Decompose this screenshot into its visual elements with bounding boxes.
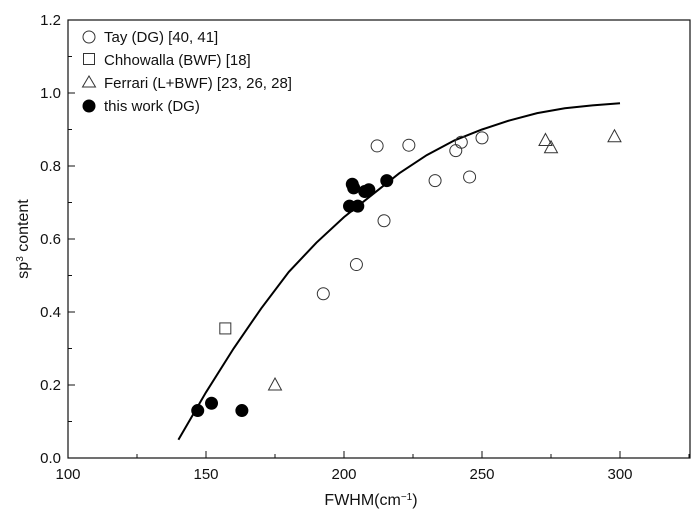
data-point-open-triangle [543,139,559,154]
data-point-open-circle [428,174,442,188]
data-marks [191,128,622,418]
y-tick-label: 0.0 [40,450,61,467]
y-tick-label: 0.4 [40,304,61,321]
data-point-open-circle [316,287,330,301]
data-point-open-triangle [607,128,622,143]
legend-label-tay: Tay (DG) [40, 41] [104,29,218,46]
x-tick-label: 100 [55,466,80,483]
legend-marker-chhowalla [83,53,95,65]
data-point-filled-circle [351,199,365,213]
data-point-open-triangle [538,132,553,146]
y-axis-title: sp3 content [15,199,33,279]
data-point-filled-circle [380,174,394,188]
data-point-open-circle [449,144,463,158]
data-point-filled-circle [347,181,361,195]
x-tick-label: 150 [193,466,218,483]
legend-marker-tay [82,30,96,44]
fit-curve [177,102,621,441]
legend-marker-ferrari [81,75,97,88]
data-point-open-circle [475,131,489,145]
data-point-open-circle [377,214,391,228]
axis-ticks: 100 150 200 250 300 0.0 0.2 0.4 0.6 0.8 1.0 1.2 [40,12,690,483]
x-tick-label: 300 [607,466,632,483]
data-point-open-circle [454,135,468,149]
data-point-filled-circle [191,404,205,418]
data-point-open-circle [349,258,363,272]
x-tick-label: 250 [469,466,494,483]
data-point-open-circle [370,139,384,153]
legend-marker-this-work [82,99,96,113]
data-point-open-square [219,322,232,335]
y-tick-label: 0.8 [40,158,61,175]
y-tick-label: 0.2 [40,377,61,394]
data-point-filled-circle [235,404,249,418]
y-tick-label: 1.2 [40,12,61,29]
data-point-filled-circle [205,396,219,410]
legend-label-ferrari: Ferrari (L+BWF) [23, 26, 28] [104,75,292,92]
legend-label-chhowalla: Chhowalla (BWF) [18] [104,52,251,69]
x-tick-label: 200 [331,466,356,483]
legend-label-this-work: this work (DG) [104,98,200,115]
y-tick-label: 1.0 [40,85,61,102]
data-point-filled-circle [362,183,376,197]
fit-curve-group [177,102,621,441]
legend: Tay (DG) [40, 41] Chhowalla (BWF) [18] F… [81,29,292,115]
data-point-open-circle [463,170,477,184]
y-tick-label: 0.6 [40,231,61,248]
x-axis-title: FWHM(cm−1) [324,492,417,510]
data-point-open-triangle [267,376,283,391]
data-point-open-circle [402,138,416,152]
